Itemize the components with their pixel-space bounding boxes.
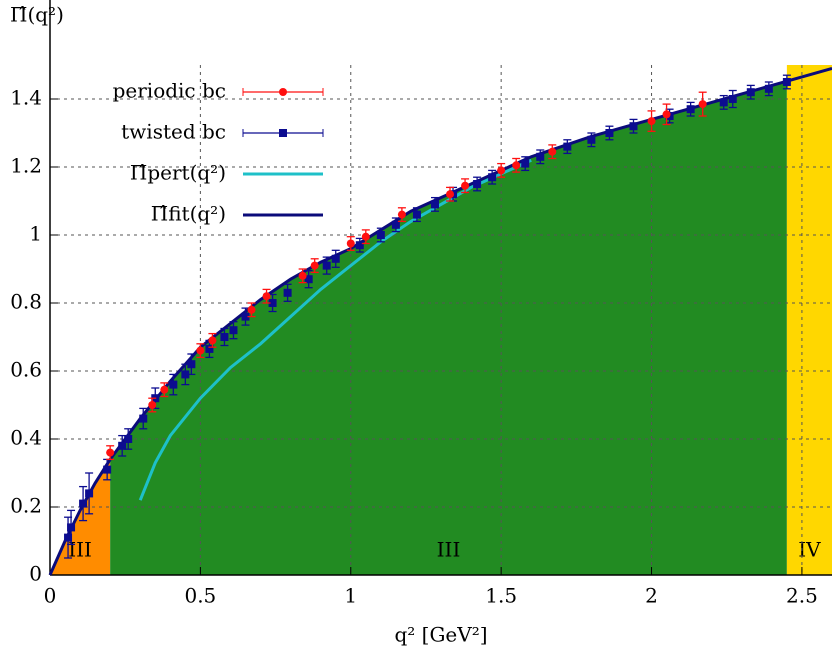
data-point [247,305,256,314]
data-point [241,312,250,321]
data-point [629,122,638,131]
region-label: III [68,538,92,562]
curve [138,158,532,501]
data-point [728,95,737,103]
data-point [563,142,572,151]
data-point [103,465,112,474]
data-point [106,448,115,457]
data-point [139,414,148,423]
data-point [473,180,482,188]
region [786,65,832,575]
y-tick-label: 0.4 [10,426,42,450]
data-point [764,84,773,93]
data-point [85,489,94,498]
legend-label: Π̂fit(q²) [151,202,226,226]
data-point [220,333,229,341]
data-point [64,533,73,542]
data-point [310,261,319,270]
data-point [79,499,88,508]
y-tick-label: 1.4 [10,86,42,110]
data-point [169,380,178,389]
data-point [361,232,370,241]
legend-label: twisted bc [121,120,226,144]
data-point [67,523,76,532]
x-tick-label: 0.5 [184,584,216,608]
data-point [118,441,127,450]
region-label: IV [798,538,821,562]
y-tick-label: 1.2 [10,154,42,178]
data-point [355,241,364,250]
data-point [124,435,133,443]
data-point [605,129,614,137]
data-point [512,161,521,170]
data-point [746,88,755,97]
data-point [497,166,506,175]
data-point [298,271,307,280]
data-point [322,261,331,270]
x-tick-label: 2.5 [786,584,818,608]
data-point [268,299,277,307]
data-point [587,135,596,144]
legend-label: periodic bc [113,79,226,103]
data-point [446,190,455,199]
x-tick-label: 1.5 [485,584,517,608]
data-point [208,336,217,345]
legend-label: Π̂pert(q²) [130,161,226,185]
data-point [719,98,728,107]
data-point [686,105,695,114]
data-point [187,360,196,369]
data-point [160,385,169,394]
data-point [262,292,271,301]
legend-marker [279,88,287,96]
y-tick-label: 1 [29,222,42,246]
data-point [782,78,791,86]
data-point [196,346,205,355]
data-point [397,210,406,219]
data-point [521,159,530,168]
data-point [391,220,400,229]
y-tick-label: 0.8 [10,290,42,314]
data-point [488,173,497,182]
data-point [304,275,313,284]
region-label: III [437,538,461,562]
data-point [536,152,545,161]
legend-marker [279,129,287,137]
data-point [283,288,292,297]
x-axis-label: q² [GeV²] [394,623,487,647]
region [50,68,111,575]
data-point [698,100,707,109]
y-tick-label: 0.2 [10,494,42,518]
y-tick-label: 0.6 [10,358,42,382]
data-point [461,181,470,190]
y-axis-label: Π̂(q²) [10,3,64,27]
data-point [430,200,439,209]
data-point [148,401,157,409]
data-point [647,117,656,126]
x-tick-label: 1 [344,584,357,608]
data-point [331,254,340,263]
data-point [376,231,385,239]
data-point [548,147,557,156]
data-point [412,210,421,219]
data-point [229,326,238,335]
data-point [205,344,214,353]
data-point [662,110,671,119]
x-tick-label: 0 [44,584,57,608]
x-tick-label: 2 [645,584,658,608]
data-point [346,239,355,248]
y-tick-label: 0 [29,562,42,586]
data-point [181,370,190,379]
